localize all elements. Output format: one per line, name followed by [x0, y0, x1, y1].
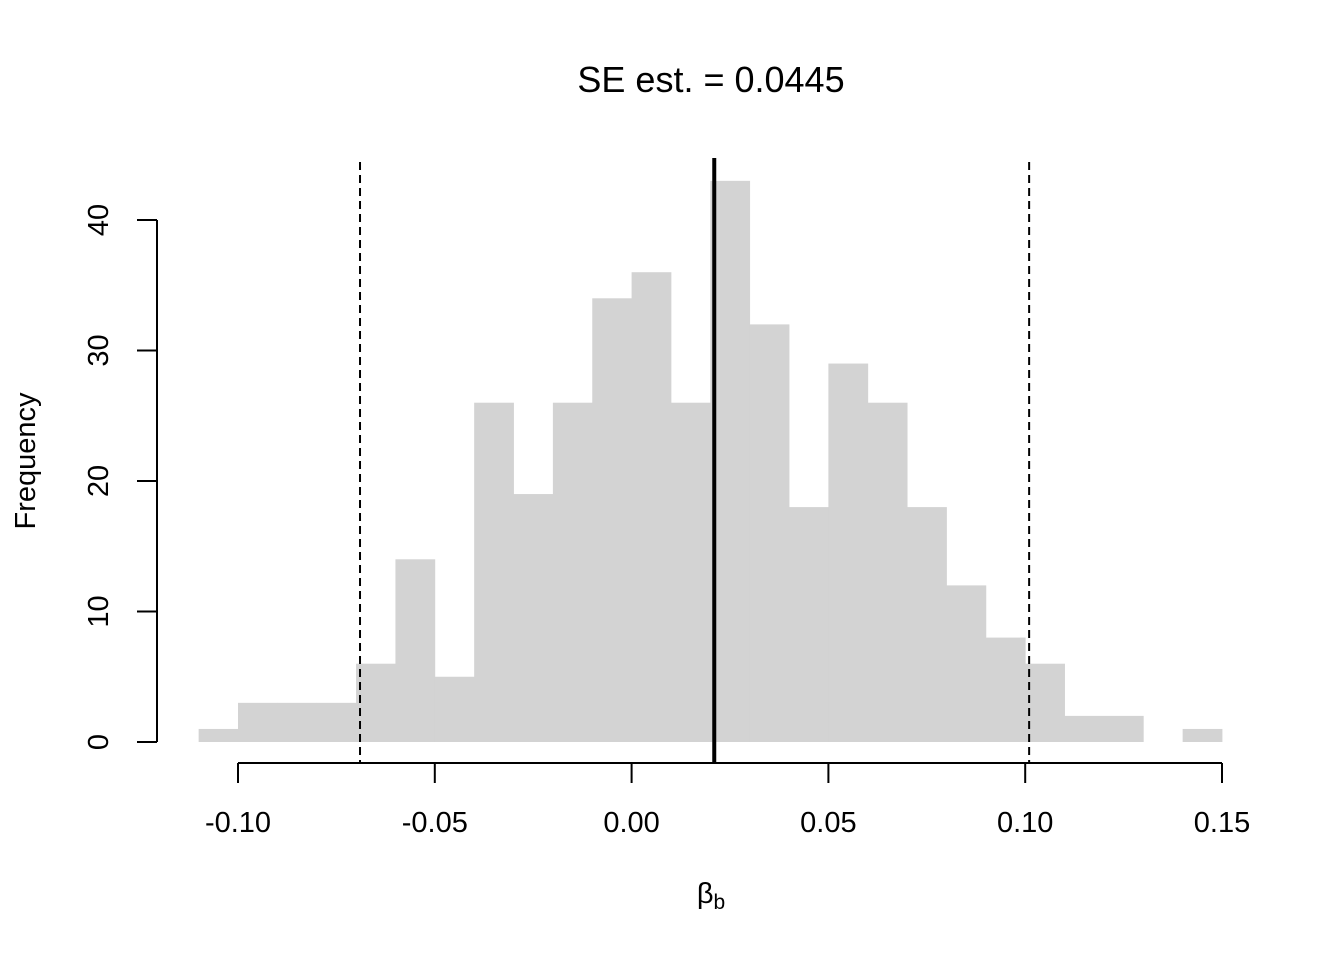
histogram-bar	[592, 298, 632, 742]
histogram-bar	[1025, 663, 1065, 742]
histogram-bars	[198, 180, 1223, 743]
histogram-bar	[710, 180, 751, 743]
histogram-bar	[1182, 728, 1223, 742]
histogram-bar	[1103, 715, 1144, 742]
histogram-bar	[828, 363, 869, 742]
x-axis-label-subscript: b	[714, 891, 726, 914]
x-tick-label: -0.10	[205, 807, 271, 839]
y-axis: 0 10 20 30 40	[83, 204, 158, 750]
y-tick-label: 20	[83, 465, 115, 497]
histogram-bar	[513, 494, 554, 742]
y-tick-label: 10	[83, 595, 115, 627]
histogram-bar	[277, 702, 318, 742]
y-tick-label: 30	[83, 334, 115, 366]
x-tick-label: -0.05	[402, 807, 468, 839]
x-tick-label: 0.10	[997, 807, 1053, 839]
histogram-bar	[631, 272, 672, 742]
y-axis-label: Frequency	[10, 392, 42, 530]
x-axis: -0.10 -0.05 0.00 0.05 0.10 0.15	[205, 762, 1250, 839]
histogram-bar	[316, 702, 357, 742]
y-tick-label: 0	[83, 734, 115, 750]
histogram-bar	[789, 507, 829, 742]
histogram-bar	[552, 402, 593, 742]
histogram-bar	[867, 402, 908, 742]
histogram-bar	[749, 324, 790, 742]
chart-title: SE est. = 0.0445	[577, 59, 844, 100]
x-axis-label: βb	[697, 878, 725, 914]
x-axis-label-main: β	[697, 878, 714, 910]
histogram-bar	[474, 402, 514, 742]
histogram-bar	[434, 676, 475, 742]
histogram-bar	[946, 585, 987, 742]
y-tick-label: 40	[83, 204, 115, 236]
histogram-bar	[670, 402, 711, 742]
histogram-bar	[907, 507, 947, 742]
histogram-bar	[238, 702, 278, 742]
histogram-bar	[395, 559, 436, 742]
x-tick-label: 0.15	[1194, 807, 1250, 839]
histogram-bar	[198, 728, 239, 742]
x-tick-label: 0.00	[603, 807, 659, 839]
x-tick-label: 0.05	[800, 807, 856, 839]
reference-lines	[359, 158, 1031, 762]
histogram-bar	[985, 637, 1026, 742]
histogram-bar	[1064, 715, 1105, 742]
histogram-bar	[356, 663, 396, 742]
